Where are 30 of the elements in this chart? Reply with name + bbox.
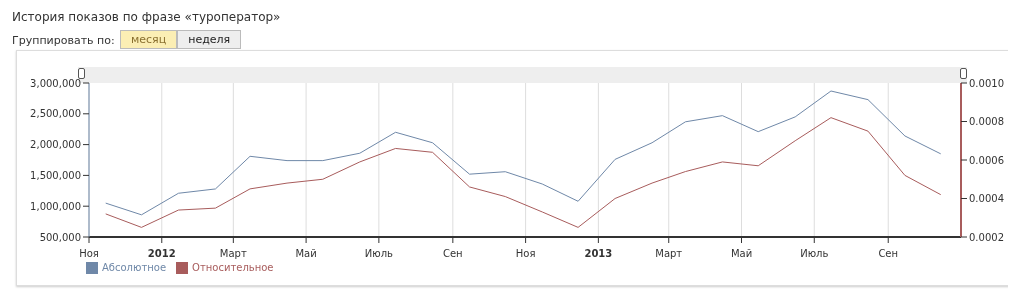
text: Группировать по: (12, 34, 115, 47)
y-tick-label: 2,500,000 (30, 108, 81, 120)
x-tick-label: 2012 (147, 248, 176, 259)
y2-tick-label: 0.0010 (969, 77, 1004, 89)
x-tick-label: Май (295, 248, 317, 259)
x-tick-label: Ноя (79, 248, 99, 259)
x-tick-label: 2013 (584, 248, 613, 259)
x-tick-label: Сен (878, 248, 899, 259)
y2-tick-label: 0.0006 (969, 154, 1004, 166)
chart-title: История показов по фразе «туроператор» (12, 10, 281, 24)
x-tick-label: Март (655, 248, 683, 259)
y-tick-label: 1,500,000 (30, 169, 81, 181)
y2-tick-label: 0.0002 (969, 231, 1004, 243)
x-tick-label: Ноя (515, 248, 536, 259)
y2-tick-label: 0.0004 (969, 193, 1004, 205)
y-tick-label: 2,000,000 (30, 139, 81, 151)
y-tick-label: 3,000,000 (30, 77, 81, 89)
x-tick-label: Сен (442, 248, 463, 259)
toggle-buttons: месяц неделя (120, 30, 242, 49)
y-tick-label: 500,000 (39, 231, 81, 243)
y2-tick-label: 0.0008 (969, 116, 1004, 128)
x-tick-label: Июль (364, 248, 394, 259)
line-series (105, 90, 942, 216)
x-tick-label: Июль (800, 248, 829, 259)
legend-label: Относительное (192, 262, 274, 273)
x-tick-label: Март (219, 248, 247, 259)
x-tick-label: Май (730, 248, 753, 259)
y-tick-label: 1,000,000 (30, 200, 81, 212)
legend-label: Абсолютное (102, 262, 167, 273)
line-series (105, 117, 942, 228)
